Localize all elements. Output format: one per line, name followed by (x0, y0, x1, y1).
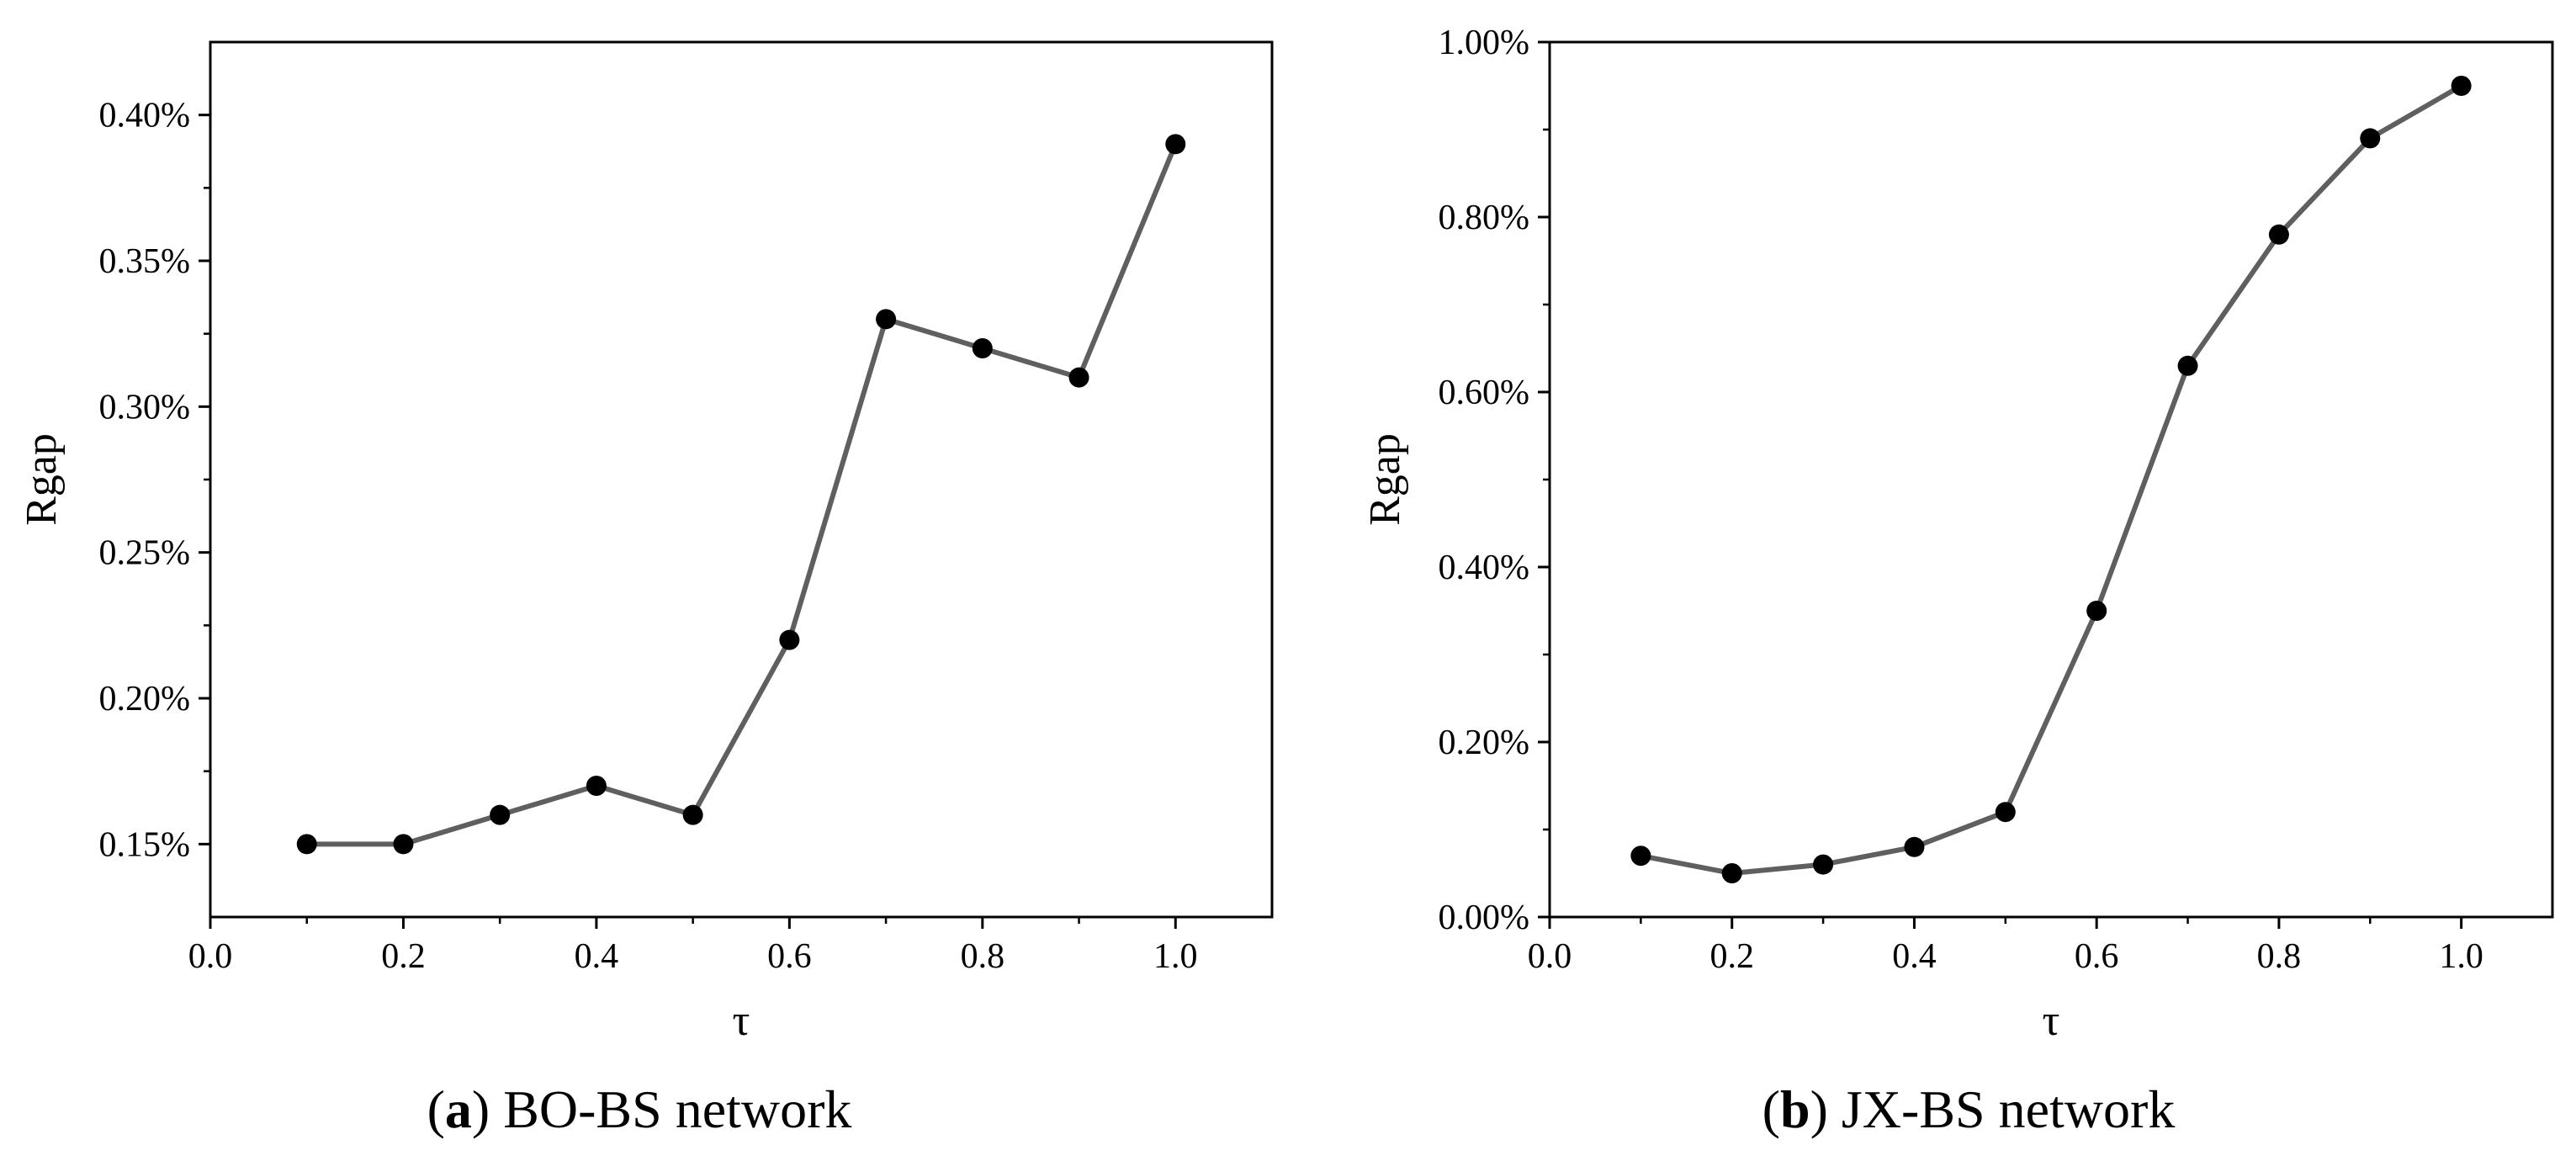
plot-frame (1548, 40, 2554, 919)
x-tick-label: 1.0 (2439, 937, 2483, 976)
y-tick-label: 0.80% (1439, 199, 1530, 237)
data-point (972, 338, 993, 358)
data-point (2360, 128, 2381, 149)
x-tick-label: 0.8 (961, 937, 1005, 976)
caption-open: ( (427, 1079, 445, 1139)
y-tick-label: 0.60% (1439, 374, 1530, 412)
x-tick-label: 0.4 (1892, 937, 1937, 976)
data-point (876, 309, 897, 330)
plot-frame (209, 40, 1274, 919)
data-point (490, 804, 511, 825)
data-point (2177, 355, 2198, 376)
y-tick-label: 0.20% (99, 680, 191, 718)
x-tick-label: 1.0 (1153, 937, 1198, 976)
y-tick-label: 1.00% (1439, 24, 1530, 62)
panel-b: 0.0 0.2 0.4 0.6 0.8 1.0 0.00% 0.20% 0.40% 0.60% 0.… (1361, 24, 2554, 1139)
y-tick-label: 0.20% (1439, 724, 1530, 762)
x-tick-label: 0.6 (767, 937, 812, 976)
caption-close: ) (1810, 1079, 1828, 1139)
caption-close: ) (472, 1079, 490, 1139)
data-point (1165, 134, 1186, 155)
x-tick-label: 0.0 (188, 937, 233, 976)
caption-letter: a (445, 1079, 472, 1139)
series-line (306, 143, 1179, 847)
data-point (1630, 846, 1651, 867)
caption-text: BO-BS network (490, 1079, 851, 1139)
data-point (2268, 224, 2289, 245)
y-axis-title: Rgap (18, 433, 66, 526)
x-tick-label: 0.2 (1709, 937, 1754, 976)
data-point (682, 804, 703, 825)
panel-a: 0.0 0.2 0.4 0.6 0.8 1.0 0.15% 0.20% 0.25% 0.30% 0.… (18, 40, 1274, 1139)
y-tick-label: 0.40% (1439, 549, 1530, 587)
data-point (586, 776, 607, 796)
x-tick-label: 0.6 (2075, 937, 2119, 976)
x-tick-label: 0.4 (575, 937, 619, 976)
y-tick-label: 0.35% (99, 242, 191, 281)
y-tick-label: 0.00% (1439, 899, 1530, 937)
panel-caption: (a) BO-BS network (427, 1079, 852, 1139)
caption-open: ( (1762, 1079, 1780, 1139)
x-axis-title: τ (733, 997, 750, 1045)
x-tick-label: 0.2 (381, 937, 426, 976)
data-point (1068, 367, 1089, 388)
data-point (1721, 863, 1742, 883)
y-axis-title: Rgap (1361, 433, 1409, 526)
data-point (1904, 836, 1925, 857)
data-point (2451, 76, 2472, 96)
data-point (1995, 802, 2016, 823)
data-point (2086, 601, 2107, 621)
data-point (296, 834, 317, 855)
y-tick-label: 0.40% (99, 97, 191, 135)
y-tick-label: 0.25% (99, 534, 191, 573)
y-tick-label: 0.30% (99, 388, 191, 427)
data-point (1813, 854, 1834, 875)
x-tick-label: 0.8 (2257, 937, 2302, 976)
caption-letter: b (1780, 1079, 1810, 1139)
series-line (1640, 83, 2463, 876)
x-tick-label: 0.0 (1528, 937, 1572, 976)
x-axis-title: τ (2043, 997, 2060, 1045)
y-tick-label: 0.15% (99, 825, 191, 864)
panel-caption: (b) JX-BS network (1762, 1079, 2176, 1139)
data-point (779, 629, 800, 650)
caption-text: JX-BS network (1828, 1079, 2175, 1139)
data-point (393, 834, 414, 855)
